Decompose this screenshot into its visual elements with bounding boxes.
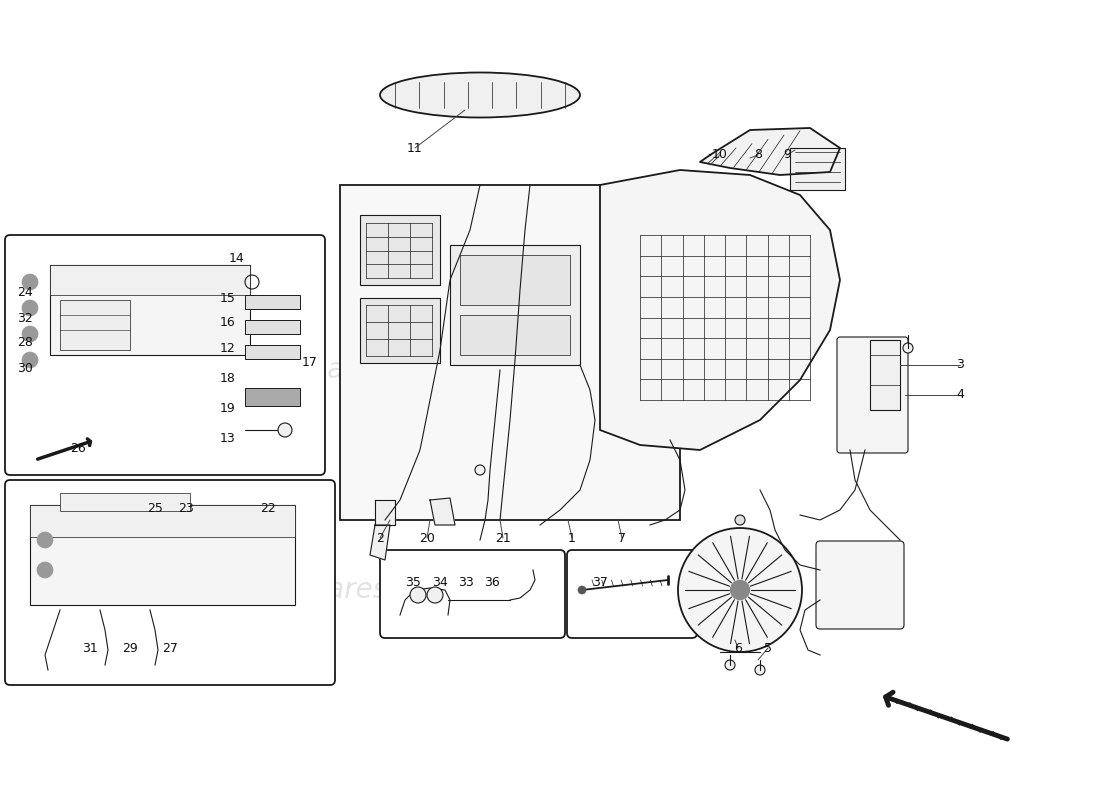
Text: 7: 7 (618, 531, 626, 545)
Text: 8: 8 (754, 149, 762, 162)
Text: 20: 20 (419, 531, 435, 545)
Bar (245, 295, 300, 309)
Text: 10: 10 (712, 149, 728, 162)
Text: eurospares: eurospares (572, 356, 727, 384)
Bar (790, 148, 845, 190)
Text: 14: 14 (229, 251, 245, 265)
Circle shape (37, 532, 53, 548)
Text: 2: 2 (376, 531, 384, 545)
Bar (870, 340, 900, 410)
Text: 36: 36 (484, 577, 499, 590)
FancyBboxPatch shape (6, 235, 324, 475)
Circle shape (725, 660, 735, 670)
Text: 19: 19 (220, 402, 235, 414)
Circle shape (37, 562, 53, 578)
Text: 4: 4 (956, 389, 964, 402)
Text: 35: 35 (405, 577, 421, 590)
Text: 6: 6 (734, 642, 741, 654)
Text: 25: 25 (147, 502, 163, 514)
Circle shape (730, 581, 749, 599)
Text: 13: 13 (220, 431, 235, 445)
Bar (60, 493, 190, 511)
Bar (460, 315, 570, 355)
Bar (360, 298, 440, 363)
Circle shape (278, 423, 292, 437)
Text: 34: 34 (432, 577, 448, 590)
Text: 31: 31 (82, 642, 98, 654)
Circle shape (22, 300, 38, 316)
Polygon shape (600, 170, 840, 450)
Text: 27: 27 (162, 642, 178, 654)
Circle shape (22, 274, 38, 290)
Text: 15: 15 (220, 291, 235, 305)
Text: 24: 24 (18, 286, 33, 299)
Bar (360, 215, 440, 285)
Circle shape (22, 352, 38, 368)
Polygon shape (370, 525, 390, 560)
Text: 3: 3 (956, 358, 964, 371)
Polygon shape (375, 500, 395, 525)
FancyBboxPatch shape (816, 541, 904, 629)
Text: 23: 23 (178, 502, 194, 514)
Text: 9: 9 (783, 149, 791, 162)
Text: 21: 21 (495, 531, 510, 545)
Circle shape (475, 465, 485, 475)
Bar (450, 245, 580, 365)
Text: 29: 29 (122, 642, 138, 654)
Text: 1: 1 (568, 531, 576, 545)
Text: 33: 33 (458, 577, 474, 590)
Text: eurospares: eurospares (232, 356, 387, 384)
Circle shape (578, 586, 586, 594)
Text: 17: 17 (302, 357, 318, 370)
Text: 26: 26 (70, 442, 86, 454)
Ellipse shape (379, 73, 580, 118)
Text: eurospares: eurospares (572, 576, 727, 604)
Circle shape (22, 326, 38, 342)
Text: 22: 22 (260, 502, 276, 514)
Bar (340, 185, 680, 520)
Bar (245, 320, 300, 334)
Text: 37: 37 (592, 577, 608, 590)
Bar (245, 345, 300, 359)
FancyBboxPatch shape (566, 550, 697, 638)
Bar (30, 505, 295, 537)
Text: 5: 5 (764, 642, 772, 654)
Text: 16: 16 (220, 317, 235, 330)
Bar (245, 388, 300, 406)
Bar (460, 255, 570, 305)
Bar (50, 265, 250, 355)
FancyBboxPatch shape (837, 337, 908, 453)
Bar (50, 265, 250, 295)
Circle shape (427, 587, 443, 603)
Bar (30, 505, 295, 605)
Bar (60, 300, 130, 350)
Text: 12: 12 (220, 342, 235, 354)
Circle shape (410, 587, 426, 603)
Polygon shape (430, 498, 455, 525)
Text: eurospares: eurospares (232, 576, 387, 604)
FancyBboxPatch shape (379, 550, 565, 638)
Text: 11: 11 (407, 142, 422, 154)
Text: 32: 32 (18, 311, 33, 325)
Circle shape (903, 343, 913, 353)
Polygon shape (700, 128, 840, 175)
FancyBboxPatch shape (6, 480, 336, 685)
Text: 18: 18 (220, 371, 235, 385)
Circle shape (755, 665, 764, 675)
Circle shape (678, 528, 802, 652)
Circle shape (735, 515, 745, 525)
Text: 30: 30 (18, 362, 33, 374)
Text: 28: 28 (18, 337, 33, 350)
